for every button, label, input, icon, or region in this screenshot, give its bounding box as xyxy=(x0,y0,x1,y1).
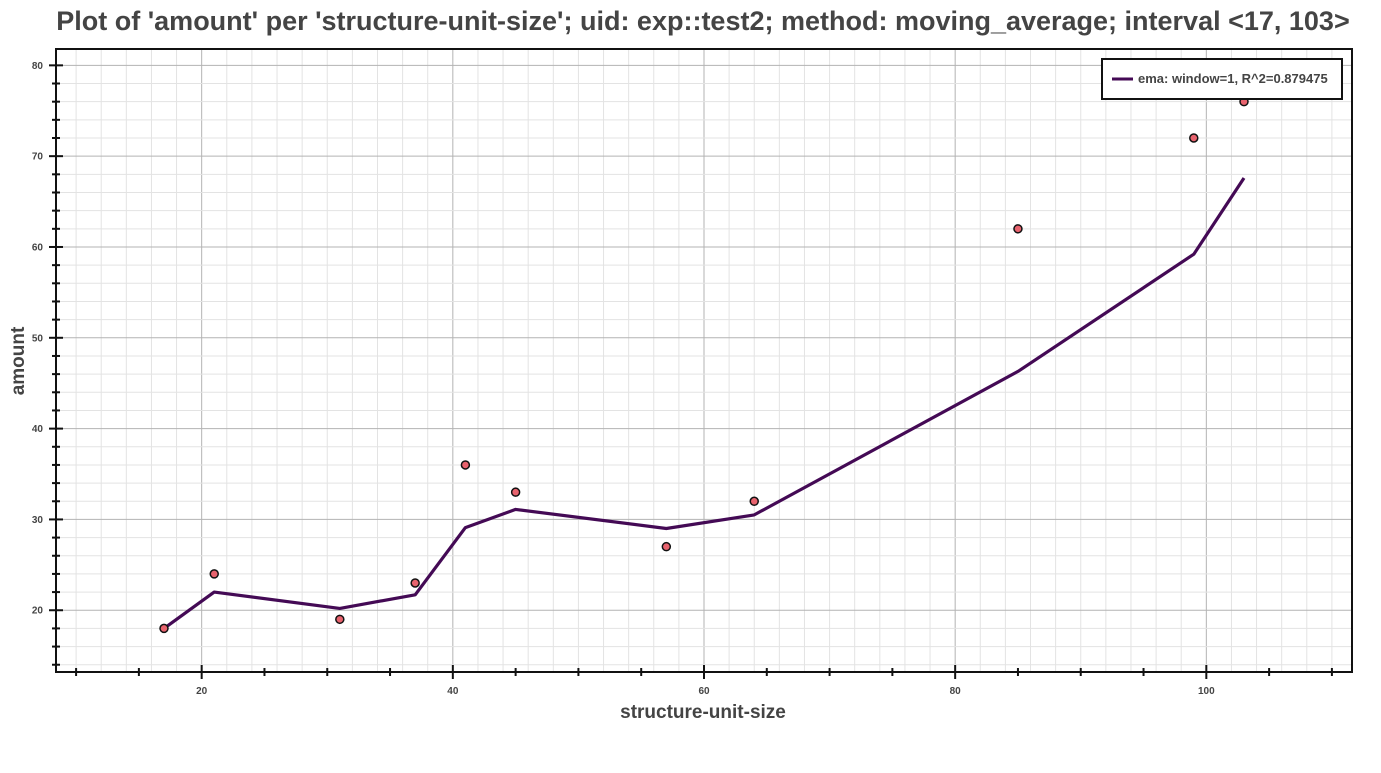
y-tick-label: 70 xyxy=(32,152,44,163)
x-tick-label: 100 xyxy=(1198,686,1215,697)
x-tick-label: 60 xyxy=(698,686,710,697)
data-point xyxy=(749,496,759,507)
y-tick-label: 80 xyxy=(32,61,44,72)
data-point xyxy=(159,623,169,634)
x-tick-label: 20 xyxy=(196,686,208,697)
legend-label: ema: window=1, R^2=0.879475 xyxy=(1138,71,1328,86)
y-tick-label: 60 xyxy=(32,242,44,253)
grid xyxy=(56,49,1352,672)
data-point xyxy=(460,460,471,470)
legend: ema: window=1, R^2=0.879475 xyxy=(1101,58,1343,100)
legend-box xyxy=(1101,58,1343,100)
data-point xyxy=(661,541,672,552)
y-tick-label: 50 xyxy=(32,333,44,344)
data-point xyxy=(1013,224,1023,234)
chart-title: Plot of 'amount' per 'structure-unit-siz… xyxy=(56,6,1349,36)
data-point xyxy=(510,487,521,497)
data-point xyxy=(1189,133,1199,143)
x-tick-label: 40 xyxy=(447,686,459,697)
x-axis-label: structure-unit-size xyxy=(620,702,786,723)
data-point xyxy=(410,578,420,588)
y-axis-label: amount xyxy=(8,326,29,395)
plot-frame xyxy=(55,48,1353,673)
y-tick-label: 20 xyxy=(32,606,44,617)
x-tick-label: 80 xyxy=(950,686,962,697)
y-tick-label: 30 xyxy=(32,515,44,526)
ema-line xyxy=(163,177,1246,630)
series-line xyxy=(163,177,1246,630)
y-tick-label: 40 xyxy=(32,424,44,435)
data-point xyxy=(209,569,219,579)
data-point xyxy=(335,614,345,625)
